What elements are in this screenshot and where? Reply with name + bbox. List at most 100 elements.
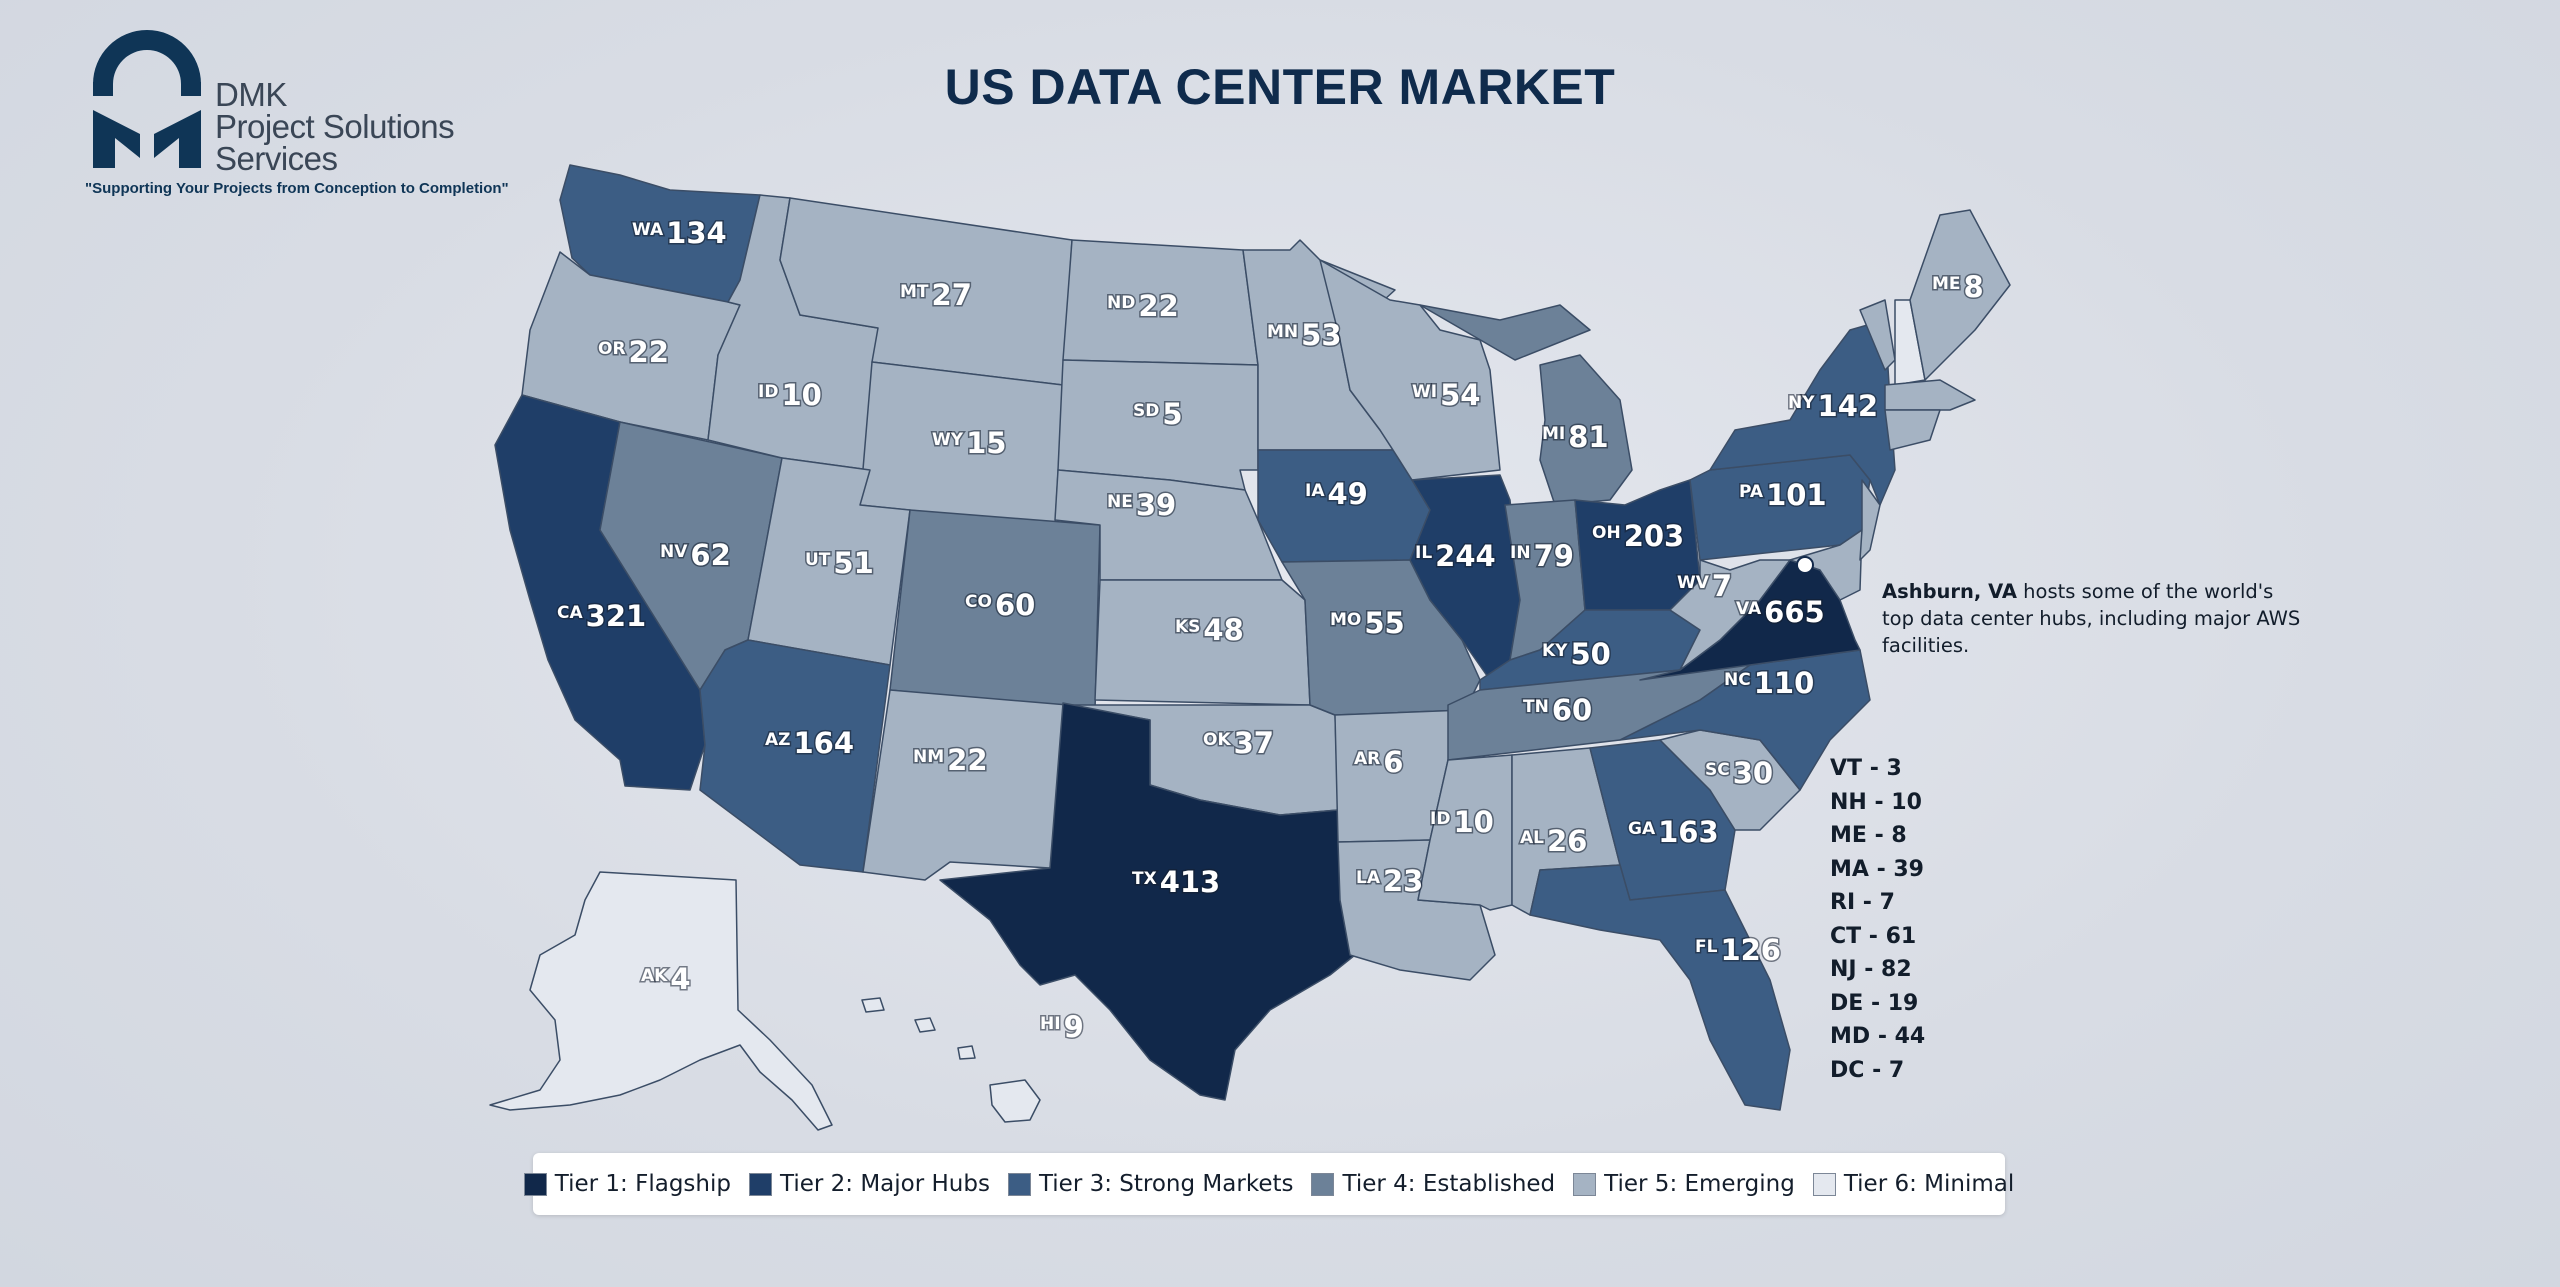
state-abbr: IA xyxy=(1305,481,1325,501)
company-logo: DMK Project Solutions Services "Supporti… xyxy=(85,28,509,203)
logo-mark-icon xyxy=(93,30,201,168)
legend-tier-5: Tier 5: Emerging xyxy=(1573,1171,1795,1197)
small-state-nj: NJ - 82 xyxy=(1830,957,1912,982)
state-value: 48 xyxy=(1203,613,1243,647)
state-AK xyxy=(489,871,833,1131)
state-AZ xyxy=(699,639,891,873)
state-label-ks: KS 48 xyxy=(1175,613,1244,647)
legend-label-tier-1: Tier 1: Flagship xyxy=(554,1171,731,1197)
state-abbr: SD xyxy=(1133,401,1159,421)
small-state-de: DE - 19 xyxy=(1830,990,1919,1016)
state-value: 126 xyxy=(1720,933,1781,967)
state-CT xyxy=(1884,409,1941,451)
state-label-co: CO 60 xyxy=(965,588,1035,622)
small-state-ri: RI - 7 xyxy=(1830,890,1895,915)
state-label-wv: WV 7 xyxy=(1677,569,1732,603)
state-label-fl: FL 126 xyxy=(1695,933,1781,967)
state-NJ xyxy=(1859,479,1881,561)
state-label-wa: WA 134 xyxy=(632,216,727,250)
legend-tier-3: Tier 3: Strong Markets xyxy=(1007,1171,1294,1197)
state-label-ky: KY 50 xyxy=(1542,637,1611,671)
state-value: 53 xyxy=(1301,318,1341,352)
state-abbr: KS xyxy=(1175,617,1200,637)
small-state-me: ME - 8 xyxy=(1830,823,1907,848)
state-label-nc: NC 110 xyxy=(1724,666,1814,700)
state-value: 30 xyxy=(1733,756,1773,790)
legend-swatch-tier-5 xyxy=(1573,1172,1597,1196)
state-value: 9 xyxy=(1064,1010,1084,1044)
state-abbr: OR xyxy=(598,339,626,359)
state-abbr: NM xyxy=(913,747,944,767)
state-value: 10 xyxy=(1453,805,1493,839)
state-SD xyxy=(1057,359,1259,491)
tier-legend: Tier 1: Flagship Tier 2: Major Hubs Tier… xyxy=(523,1153,2014,1215)
small-state-nh: NH - 10 xyxy=(1830,789,1922,815)
state-value: 23 xyxy=(1383,864,1423,898)
state-label-va: VA 665 xyxy=(1736,595,1825,629)
state-value: 244 xyxy=(1435,539,1496,573)
state-abbr: TN xyxy=(1523,697,1549,717)
callout-text: hosts some of the world's top data cente… xyxy=(1882,580,2301,657)
state-label-ar: AR 6 xyxy=(1354,745,1403,779)
state-abbr: ID xyxy=(758,382,778,402)
state-ME xyxy=(1909,209,2011,381)
state-value: 60 xyxy=(1552,693,1592,727)
legend-tier-4: Tier 4: Established xyxy=(1311,1171,1555,1197)
state-abbr: MI xyxy=(1542,424,1565,444)
state-abbr: IN xyxy=(1510,543,1531,563)
state-abbr: MO xyxy=(1330,610,1361,630)
state-MI xyxy=(1419,304,1633,506)
legend-label-tier-2: Tier 2: Major Hubs xyxy=(779,1171,990,1197)
state-abbr: UT xyxy=(805,550,831,570)
logo-tagline: "Supporting Your Projects from Conceptio… xyxy=(85,180,509,197)
state-NM xyxy=(862,689,1069,881)
state-MD xyxy=(1789,529,1863,601)
state-label-il: IL 244 xyxy=(1415,539,1496,573)
state-abbr: AK xyxy=(641,966,668,986)
state-abbr: WY xyxy=(932,430,964,450)
state-label-ga: GA 163 xyxy=(1628,815,1719,849)
state-value: 163 xyxy=(1658,815,1719,849)
state-abbr: AL xyxy=(1520,828,1544,848)
legend-label-tier-6: Tier 6: Minimal xyxy=(1843,1171,2015,1197)
state-value: 15 xyxy=(966,426,1006,460)
small-state-dc: DC - 7 xyxy=(1830,1057,1905,1083)
state-value: 10 xyxy=(781,378,821,412)
legend-label-tier-3: Tier 3: Strong Markets xyxy=(1038,1171,1294,1197)
state-FL xyxy=(1529,864,1791,1111)
state-value: 142 xyxy=(1818,389,1879,423)
state-label-nm: NM 22 xyxy=(913,743,988,777)
state-label-sd: SD 5 xyxy=(1133,397,1183,431)
ashburn-callout: Ashburn, VA hosts some of the world's to… xyxy=(1882,578,2302,659)
state-label-ca: CA 321 xyxy=(557,599,646,633)
state-abbr: HI xyxy=(1040,1014,1061,1034)
state-abbr: AZ xyxy=(765,730,790,750)
state-value: 26 xyxy=(1547,824,1587,858)
state-value: 22 xyxy=(629,335,669,369)
state-value: 6 xyxy=(1383,745,1403,779)
small-state-ct: CT - 61 xyxy=(1830,923,1917,949)
state-MA xyxy=(1884,379,1976,411)
state-value: 4 xyxy=(670,962,690,996)
state-label-ok: OK 37 xyxy=(1203,726,1274,760)
state-label-in: IN 79 xyxy=(1510,539,1574,573)
state-abbr: ID xyxy=(1430,809,1450,829)
state-label-ak: AK 4 xyxy=(641,962,691,996)
state-label-pa: PA 101 xyxy=(1739,478,1827,512)
state-abbr: CO xyxy=(965,592,992,612)
state-value: 62 xyxy=(690,538,730,572)
state-value: 321 xyxy=(586,599,647,633)
legend-tier-1: Tier 1: Flagship xyxy=(523,1171,731,1197)
state-value: 110 xyxy=(1754,666,1815,700)
state-label-tn: TN 60 xyxy=(1523,693,1592,727)
state-label-wy: WY 15 xyxy=(932,426,1006,460)
state-value: 7 xyxy=(1712,569,1732,603)
legend-swatch-tier-3 xyxy=(1007,1172,1031,1196)
state-abbr: VA xyxy=(1736,599,1762,619)
state-label-mo: MO 55 xyxy=(1330,606,1405,640)
state-value: 5 xyxy=(1162,397,1182,431)
state-value: 27 xyxy=(932,278,972,312)
legend-swatch-tier-4 xyxy=(1311,1172,1335,1196)
state-abbr: AR xyxy=(1354,749,1380,769)
